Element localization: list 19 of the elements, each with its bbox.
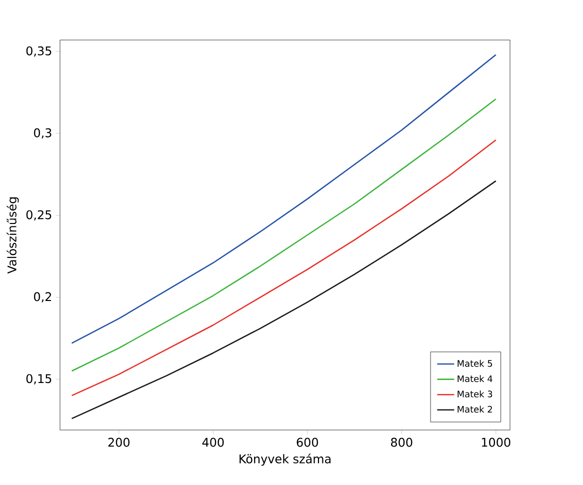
legend-label: Matek 3: [458, 390, 492, 398]
y-axis-title: Valószínűség: [6, 197, 19, 274]
x-tick-label: 200: [108, 438, 130, 447]
x-tick-label: 800: [391, 438, 412, 447]
y-tick-label: 0,2: [34, 292, 52, 302]
x-tick-label: 1000: [482, 438, 510, 447]
y-tick-label: 0,35: [26, 46, 52, 57]
y-tick-label: 0,3: [34, 128, 52, 139]
line-series: [71, 139, 497, 396]
x-axis-title: Könyvek száma: [240, 454, 331, 466]
legend-label: Matek 2: [458, 406, 492, 413]
line-series: [71, 180, 497, 420]
y-tick-label: 0,15: [26, 374, 52, 384]
legend-label: Matek 5: [458, 360, 492, 367]
line-series: [71, 54, 497, 344]
y-tick-label: 0,25: [26, 210, 52, 220]
legend-label: Matek 4: [458, 375, 492, 382]
x-tick-label: 400: [202, 438, 224, 447]
x-tick-label: 600: [296, 438, 318, 447]
